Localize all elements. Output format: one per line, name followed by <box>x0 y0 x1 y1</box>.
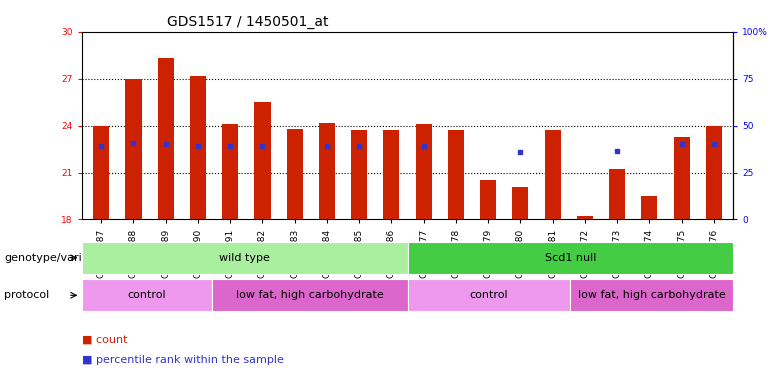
Bar <box>158 58 174 219</box>
Bar <box>544 130 561 219</box>
Bar <box>383 130 399 219</box>
Text: control: control <box>470 290 509 300</box>
Text: genotype/variation: genotype/variation <box>4 253 110 263</box>
Bar <box>126 79 141 219</box>
Bar <box>416 124 432 219</box>
Bar <box>674 136 690 219</box>
Text: GDS1517 / 1450501_at: GDS1517 / 1450501_at <box>167 15 328 30</box>
Bar <box>577 216 593 219</box>
Bar <box>319 123 335 219</box>
Text: ■ percentile rank within the sample: ■ percentile rank within the sample <box>82 355 284 365</box>
Bar <box>641 196 658 219</box>
Bar <box>254 102 271 219</box>
Bar <box>286 129 303 219</box>
Bar <box>351 130 367 219</box>
Bar <box>93 126 109 219</box>
Bar <box>512 186 529 219</box>
Text: Scd1 null: Scd1 null <box>544 253 596 263</box>
Text: low fat, high carbohydrate: low fat, high carbohydrate <box>578 290 725 300</box>
Text: low fat, high carbohydrate: low fat, high carbohydrate <box>236 290 384 300</box>
Bar <box>222 124 238 219</box>
Text: ■ count: ■ count <box>82 334 127 344</box>
Bar <box>448 130 464 219</box>
Text: wild type: wild type <box>219 253 270 263</box>
Bar <box>706 126 722 219</box>
Bar <box>609 170 626 219</box>
Text: protocol: protocol <box>4 290 49 300</box>
Bar <box>480 180 496 219</box>
Bar <box>190 76 206 219</box>
Text: control: control <box>128 290 166 300</box>
